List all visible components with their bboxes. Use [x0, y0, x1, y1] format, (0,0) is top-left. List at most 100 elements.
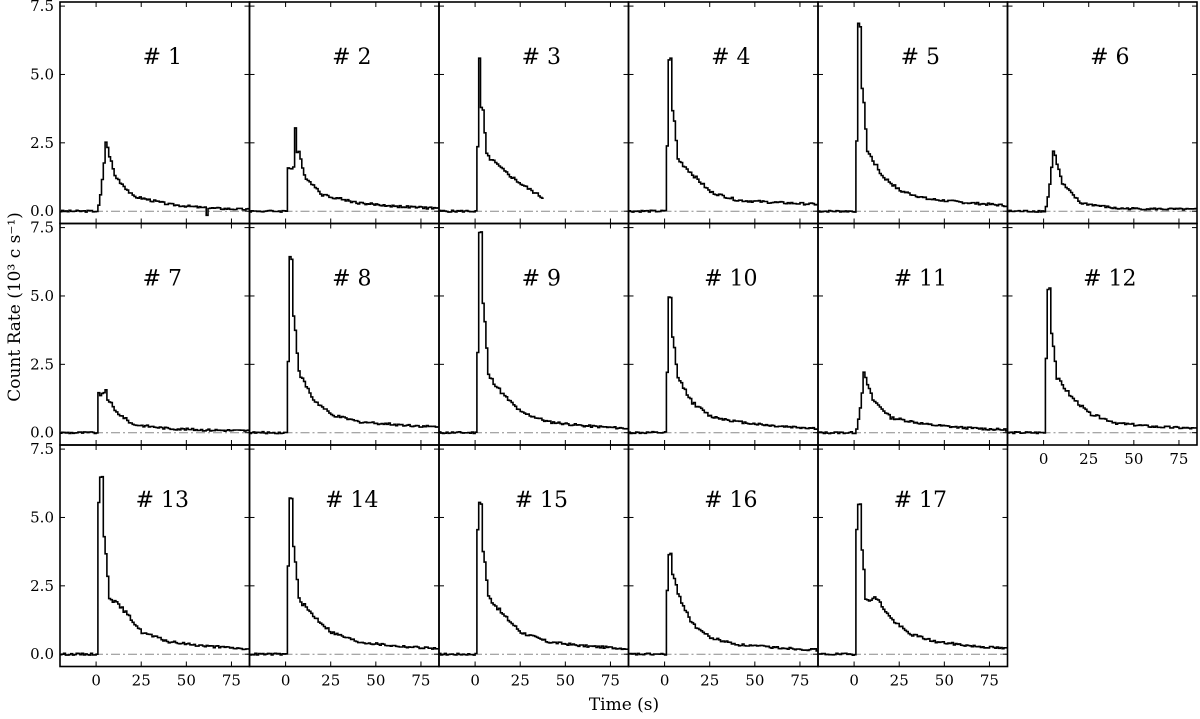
panel-frame — [817, 444, 1009, 668]
panel-5: # 5 — [817, 1, 1009, 225]
x-tick-label: 75 — [790, 672, 809, 690]
y-tick-label: 5.0 — [30, 287, 54, 305]
panel-label: # 16 — [704, 488, 757, 513]
x-tick-label: 0 — [849, 672, 859, 690]
y-tick-label: 2.5 — [30, 577, 54, 595]
panel-2: # 2 — [248, 1, 440, 225]
panel-label: # 8 — [332, 267, 371, 292]
x-tick-label: 25 — [132, 672, 151, 690]
y-tick-label: 2.5 — [30, 355, 54, 373]
panel-frame — [248, 222, 440, 446]
panel-10: # 10 — [627, 222, 819, 446]
x-tick-label: 50 — [1124, 450, 1143, 468]
y-tick-label: 2.5 — [30, 134, 54, 152]
light-curve-series — [628, 552, 818, 656]
panel-17: # 17 0 25 50 75 — [817, 444, 1009, 690]
panel-13: # 13 0.0 2.5 5.0 7.5 0 25 50 75 — [30, 440, 251, 690]
panel-label: # 9 — [522, 267, 561, 292]
panel-frame — [1006, 1, 1198, 225]
light-curve-series — [439, 231, 629, 435]
x-tick-label: 0 — [660, 672, 670, 690]
panel-1: # 1 0.0 2.5 5.0 7.5 — [30, 0, 251, 225]
panel-label: # 14 — [325, 488, 378, 513]
panel-label: # 5 — [901, 45, 940, 70]
light-curve-series — [60, 475, 250, 656]
x-tick-label: 0 — [470, 672, 480, 690]
light-curve-series — [818, 22, 1008, 213]
panel-frame — [248, 1, 440, 225]
light-curve-series — [439, 57, 544, 213]
y-axis-title: Count Rate (10³ c s⁻¹) — [5, 212, 25, 402]
y-tick-label: 7.5 — [30, 219, 54, 237]
panel-frame — [438, 1, 630, 225]
panel-9: # 9 — [438, 222, 630, 446]
x-tick-label: 75 — [411, 672, 430, 690]
light-curve-series — [1007, 287, 1197, 435]
panel-label: # 3 — [522, 45, 561, 70]
panel-frame — [817, 1, 1009, 225]
y-tick-label: 5.0 — [30, 65, 54, 83]
panel-14: # 14 0 25 50 75 — [248, 444, 440, 690]
x-tick-label: 75 — [1169, 450, 1188, 468]
light-curve-series — [60, 141, 250, 217]
panel-label: # 6 — [1090, 45, 1129, 70]
x-tick-label: 25 — [321, 672, 340, 690]
panel-label: # 4 — [711, 45, 750, 70]
x-tick-label: 25 — [890, 672, 909, 690]
light-curve-series — [60, 389, 250, 435]
x-tick-label: 0 — [91, 672, 101, 690]
y-tick-label: 0.0 — [30, 424, 54, 442]
panel-4: # 4 — [627, 1, 819, 225]
panel-label: # 11 — [894, 267, 947, 292]
panel-label: # 1 — [143, 45, 182, 70]
light-curve-series — [818, 371, 1008, 435]
light-curve-series — [439, 501, 629, 656]
panel-label: # 15 — [515, 488, 568, 513]
x-tick-label: 25 — [511, 672, 530, 690]
panel-7: # 7 0.0 2.5 5.0 7.5 — [30, 219, 251, 446]
panel-label: # 12 — [1083, 267, 1136, 292]
light-curve-series — [818, 503, 1008, 656]
panel-frame — [627, 444, 819, 668]
y-tick-label: 0.0 — [30, 645, 54, 663]
x-tick-label: 75 — [601, 672, 620, 690]
x-tick-label: 50 — [177, 672, 196, 690]
panel-label: # 2 — [332, 45, 371, 70]
panel-frame — [438, 444, 630, 668]
x-tick-label: 50 — [745, 672, 764, 690]
x-tick-label: 0 — [1039, 450, 1049, 468]
light-curve-series — [628, 296, 818, 435]
x-tick-label: 25 — [1079, 450, 1098, 468]
panel-frame — [59, 222, 251, 446]
panel-frame — [59, 444, 251, 668]
y-tick-label: 7.5 — [30, 0, 54, 15]
x-tick-label: 50 — [556, 672, 575, 690]
panel-label: # 7 — [143, 267, 182, 292]
panel-8: # 8 — [248, 222, 440, 446]
x-axis-title: Time (s) — [589, 695, 659, 715]
light-curve-series — [249, 127, 439, 213]
y-tick-label: 5.0 — [30, 508, 54, 526]
panel-frame — [438, 222, 630, 446]
panel-frame — [1006, 222, 1198, 446]
panel-label: # 17 — [894, 488, 947, 513]
panels-group: # 1 0.0 2.5 5.0 7.5 # 2 # 3 # 4 # 5 # 6 # 7 0.0 2.5 5… — [30, 0, 1198, 690]
y-tick-label: 7.5 — [30, 440, 54, 458]
panel-11: # 11 — [817, 222, 1009, 446]
panel-frame — [59, 1, 251, 225]
panel-label: # 10 — [704, 267, 757, 292]
x-tick-label: 50 — [935, 672, 954, 690]
y-tick-label: 0.0 — [30, 202, 54, 220]
x-tick-label: 50 — [366, 672, 385, 690]
light-curve-series — [249, 497, 439, 656]
panel-16: # 16 0 25 50 75 — [627, 444, 819, 690]
panel-frame — [817, 222, 1009, 446]
panel-frame — [248, 444, 440, 668]
panel-15: # 15 0 25 50 75 — [438, 444, 630, 690]
panel-frame — [627, 222, 819, 446]
panel-frame — [627, 1, 819, 225]
x-tick-label: 75 — [222, 672, 241, 690]
x-tick-label: 0 — [281, 672, 291, 690]
light-curve-series — [628, 57, 818, 213]
